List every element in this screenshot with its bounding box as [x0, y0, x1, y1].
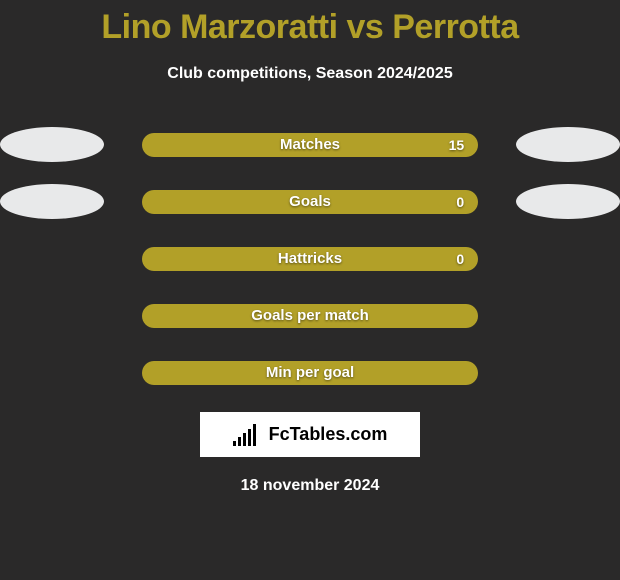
stat-row: Matches 15	[0, 127, 620, 162]
stat-label: Goals	[289, 193, 331, 210]
stat-value: 15	[449, 137, 465, 153]
chart-icon	[233, 424, 263, 446]
stat-value: 0	[456, 194, 464, 210]
stat-bar-min-per-goal: Min per goal	[142, 361, 478, 385]
stat-bar-hattricks: Hattricks 0	[142, 247, 478, 271]
player-right-photo	[516, 184, 620, 219]
player-right-photo	[516, 127, 620, 162]
stat-row: Goals per match	[0, 298, 620, 333]
stat-value: 0	[456, 251, 464, 267]
player-left-photo	[0, 184, 104, 219]
fctables-logo[interactable]: FcTables.com	[200, 412, 420, 457]
stat-row: Hattricks 0	[0, 241, 620, 276]
logo-text: FcTables.com	[269, 424, 388, 445]
stat-label: Hattricks	[278, 250, 342, 267]
page-title: Lino Marzoratti vs Perrotta	[0, 0, 620, 47]
stat-bar-goals-per-match: Goals per match	[142, 304, 478, 328]
date-label: 18 november 2024	[0, 477, 620, 495]
player-left-photo	[0, 127, 104, 162]
stat-bar-goals: Goals 0	[142, 190, 478, 214]
stat-label: Goals per match	[251, 307, 369, 324]
stat-bar-matches: Matches 15	[142, 133, 478, 157]
stats-container: Matches 15 Goals 0 Hattricks 0 Goals per…	[0, 127, 620, 390]
stat-row: Min per goal	[0, 355, 620, 390]
stat-label: Min per goal	[266, 364, 354, 381]
stat-row: Goals 0	[0, 184, 620, 219]
subtitle: Club competitions, Season 2024/2025	[0, 65, 620, 83]
stat-label: Matches	[280, 136, 340, 153]
